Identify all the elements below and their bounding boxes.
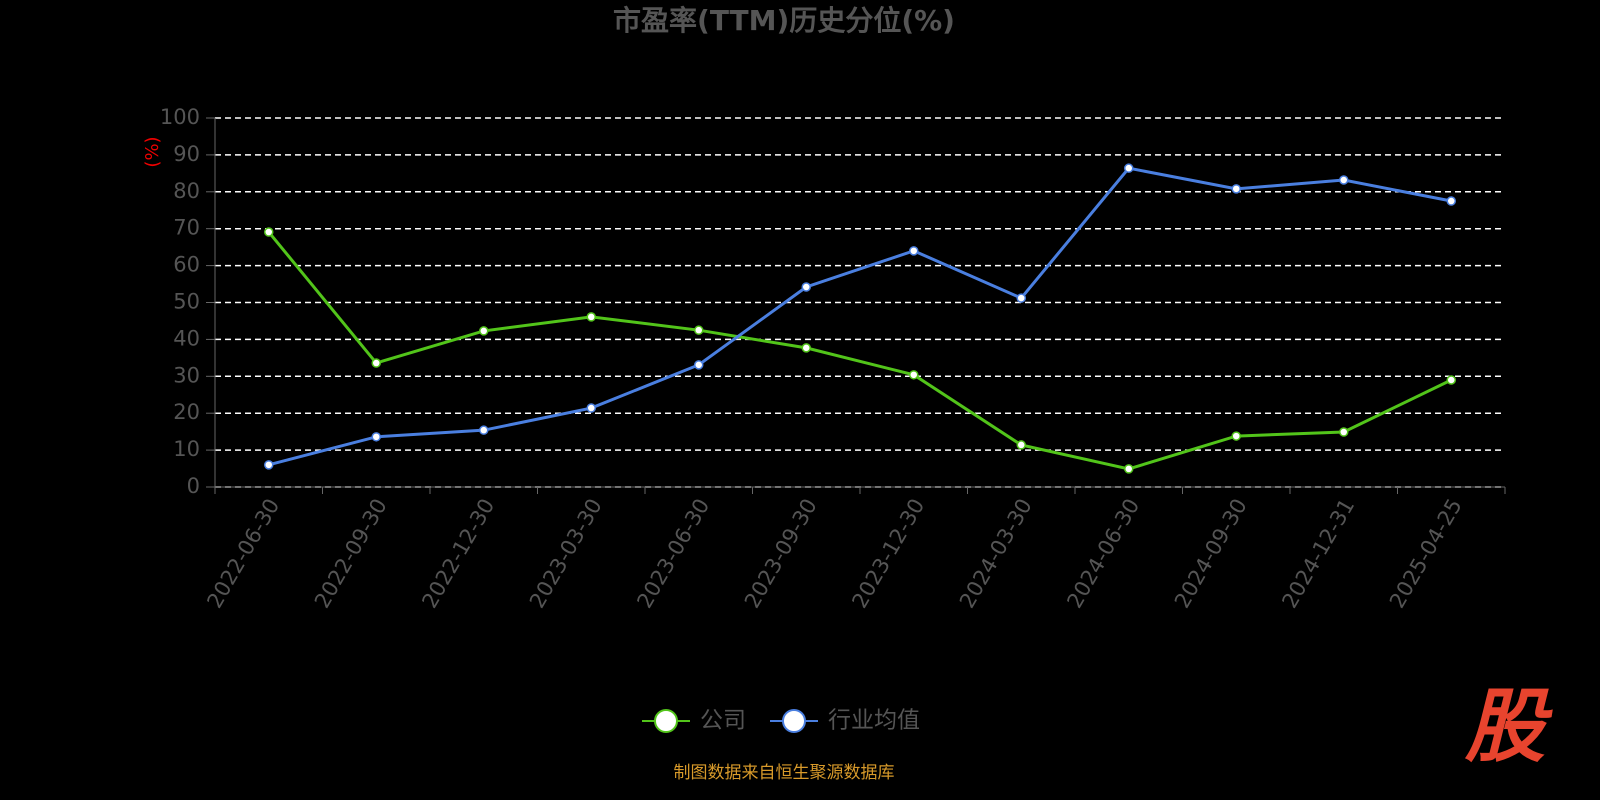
y-tick-label: 40 bbox=[173, 326, 200, 350]
data-point bbox=[1339, 175, 1349, 185]
data-point bbox=[264, 227, 274, 237]
data-point bbox=[264, 460, 274, 470]
data-point bbox=[801, 282, 811, 292]
data-point bbox=[1446, 196, 1456, 206]
data-point bbox=[371, 432, 381, 442]
y-axis-label: (%) bbox=[142, 136, 163, 167]
y-tick-label: 20 bbox=[173, 400, 200, 424]
logo: 股 bbox=[1464, 680, 1553, 773]
data-point bbox=[909, 370, 919, 380]
data-point bbox=[1231, 184, 1241, 194]
data-point bbox=[1016, 440, 1026, 450]
data-point bbox=[479, 326, 489, 336]
data-point bbox=[909, 246, 919, 256]
y-tick-label: 0 bbox=[187, 474, 200, 498]
legend-label: 公司 bbox=[700, 708, 746, 734]
data-point bbox=[1231, 431, 1241, 441]
series-line bbox=[268, 166, 1452, 467]
legend-marker bbox=[654, 709, 678, 733]
data-point bbox=[1446, 375, 1456, 385]
background bbox=[0, 0, 1568, 784]
y-tick-label: 100 bbox=[160, 105, 200, 129]
data-point bbox=[371, 358, 381, 368]
data-point bbox=[1339, 427, 1349, 437]
data-point bbox=[586, 403, 596, 413]
data-point bbox=[801, 343, 811, 353]
chart-title: 市盈率(TTM)历史分位(%) bbox=[613, 4, 955, 37]
data-point bbox=[1016, 293, 1026, 303]
y-tick-label: 50 bbox=[173, 290, 200, 314]
data-point bbox=[586, 312, 596, 322]
y-tick-label: 30 bbox=[173, 363, 200, 387]
data-point bbox=[694, 325, 704, 335]
y-tick-label: 90 bbox=[173, 142, 200, 166]
legend-marker bbox=[782, 709, 806, 733]
series-line bbox=[267, 231, 1452, 471]
legend-label: 行业均值 bbox=[828, 708, 920, 734]
y-tick-label: 60 bbox=[173, 253, 200, 277]
data-point bbox=[694, 360, 704, 370]
chart: 市盈率(TTM)历史分位(%) (%) 制图数据来自恒生聚源数据库 股 0 10 2… bbox=[0, 0, 1568, 784]
y-tick-label: 80 bbox=[173, 179, 200, 203]
data-point bbox=[1124, 464, 1134, 474]
source-note: 制图数据来自恒生聚源数据库 bbox=[674, 763, 895, 783]
data-point bbox=[1124, 163, 1134, 173]
y-tick-label: 70 bbox=[173, 216, 200, 240]
y-tick-label: 10 bbox=[173, 437, 200, 461]
data-point bbox=[479, 425, 489, 435]
